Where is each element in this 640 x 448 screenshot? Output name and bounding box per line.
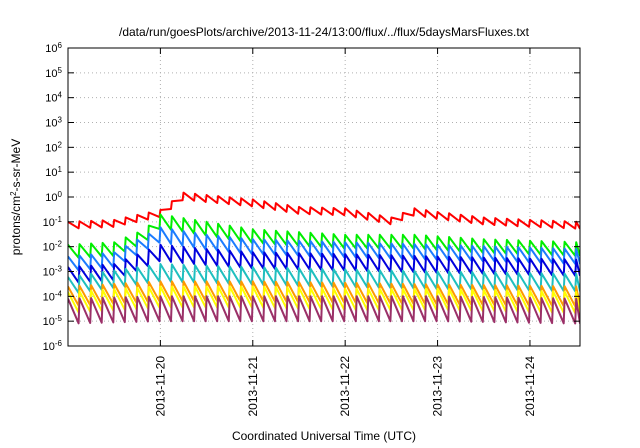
series-line-8 — [68, 295, 580, 325]
series-line-2 — [68, 213, 580, 259]
y-tick-label: 105 — [45, 65, 62, 80]
x-tick-label: 2013-11-23 — [431, 356, 445, 417]
y-tick-label: 10-6 — [43, 339, 63, 354]
series-line-6 — [68, 280, 580, 308]
y-tick-label: 10-5 — [43, 314, 63, 329]
chart-title: /data/run/goesPlots/archive/2013-11-24/1… — [119, 25, 530, 39]
y-tick-label: 102 — [45, 140, 62, 155]
y-tick-label: 104 — [45, 90, 62, 105]
plot-area — [68, 191, 580, 325]
x-tick-label: 2013-11-21 — [246, 356, 260, 417]
series-line-1 — [68, 191, 580, 230]
x-tick-label: 2013-11-22 — [338, 356, 352, 417]
y-tick-label: 103 — [45, 115, 62, 130]
y-axis-label: protons/cm2-s-sr-MeV — [9, 139, 24, 255]
y-axis: 10-6 10-5 10-4 10-3 10-2 10-1 100 101 102 103 104 1… — [43, 41, 580, 354]
y-tick-label: 106 — [45, 41, 62, 56]
y-tick-label: 10-4 — [43, 289, 63, 304]
x-axis-label: Coordinated Universal Time (UTC) — [232, 429, 416, 443]
series-line-3 — [68, 226, 580, 272]
series-line-4 — [68, 243, 580, 284]
y-tick-label: 10-2 — [43, 239, 63, 254]
y-tick-label: 10-3 — [43, 264, 63, 279]
x-tick-label: 2013-11-24 — [523, 356, 537, 417]
x-tick-label: 2013-11-20 — [153, 356, 167, 417]
x-axis: 2013-11-20 2013-11-21 2013-11-22 2013-11-23… — [153, 48, 537, 417]
y-tick-label: 10-1 — [43, 214, 63, 229]
series-line-5 — [68, 263, 580, 294]
y-tick-label: 100 — [45, 190, 62, 205]
series-line-7 — [68, 285, 580, 314]
y-tick-label: 101 — [45, 165, 62, 180]
